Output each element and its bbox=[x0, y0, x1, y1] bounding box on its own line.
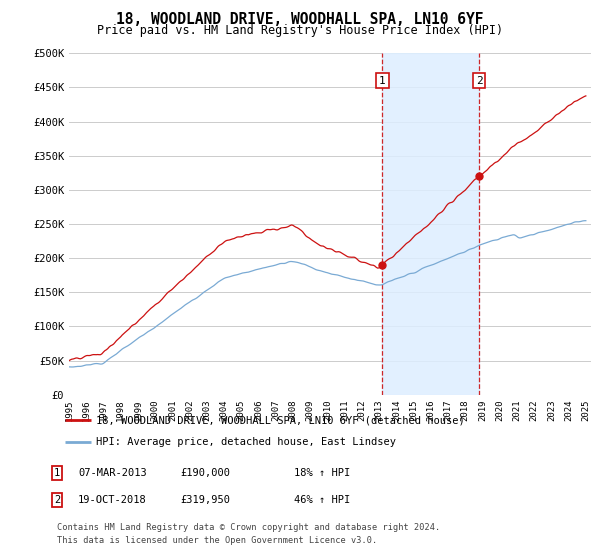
Text: 19-OCT-2018: 19-OCT-2018 bbox=[78, 495, 147, 505]
Text: 18, WOODLAND DRIVE, WOODHALL SPA, LN10 6YF: 18, WOODLAND DRIVE, WOODHALL SPA, LN10 6… bbox=[116, 12, 484, 27]
Text: £319,950: £319,950 bbox=[180, 495, 230, 505]
Text: 07-MAR-2013: 07-MAR-2013 bbox=[78, 468, 147, 478]
Text: 1: 1 bbox=[54, 468, 60, 478]
Text: Price paid vs. HM Land Registry's House Price Index (HPI): Price paid vs. HM Land Registry's House … bbox=[97, 24, 503, 36]
Text: 2: 2 bbox=[54, 495, 60, 505]
Bar bbox=[382, 53, 479, 395]
Text: 46% ↑ HPI: 46% ↑ HPI bbox=[294, 495, 350, 505]
Text: £190,000: £190,000 bbox=[180, 468, 230, 478]
Text: 2: 2 bbox=[476, 76, 482, 86]
Text: This data is licensed under the Open Government Licence v3.0.: This data is licensed under the Open Gov… bbox=[57, 536, 377, 545]
Text: HPI: Average price, detached house, East Lindsey: HPI: Average price, detached house, East… bbox=[97, 437, 397, 447]
Text: 18% ↑ HPI: 18% ↑ HPI bbox=[294, 468, 350, 478]
Text: 1: 1 bbox=[379, 76, 386, 86]
Text: Contains HM Land Registry data © Crown copyright and database right 2024.: Contains HM Land Registry data © Crown c… bbox=[57, 523, 440, 532]
Text: 18, WOODLAND DRIVE, WOODHALL SPA, LN10 6YF (detached house): 18, WOODLAND DRIVE, WOODHALL SPA, LN10 6… bbox=[97, 415, 465, 425]
